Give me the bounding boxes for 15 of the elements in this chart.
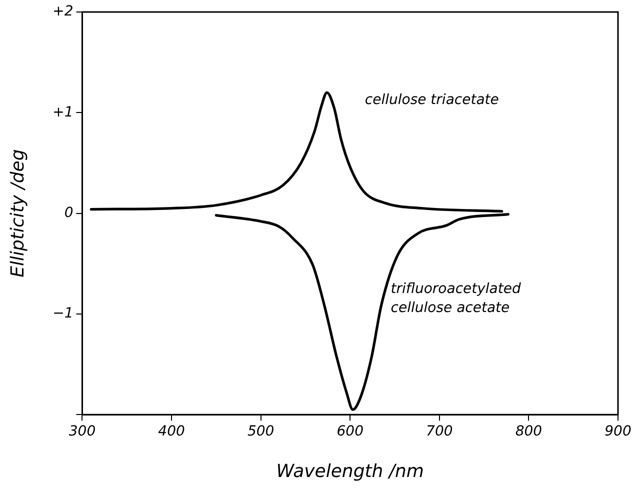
x-tick-label: 900 [604,424,632,440]
y-tick-label: +1 [52,104,74,120]
y-axis-title: Ellipticity /deg [7,149,28,278]
x-tick-label: 600 [336,424,364,440]
text: cellulose triacetate [364,92,499,108]
series-label: trifluoroacetylated cellulose acetate [390,281,521,316]
x-tick-label: 700 [426,424,453,440]
y-tick-label: +2 [52,4,74,20]
x-tick-label: 300 [68,424,96,440]
x-tick-label: 400 [158,424,185,440]
x-tick-label: 800 [515,424,542,440]
x-axis-title: Wavelength /nm [276,460,424,482]
y-tick-label: −1 [52,306,74,322]
x-tick-label: 500 [247,424,274,440]
y-tick-label: 0 [64,204,74,221]
